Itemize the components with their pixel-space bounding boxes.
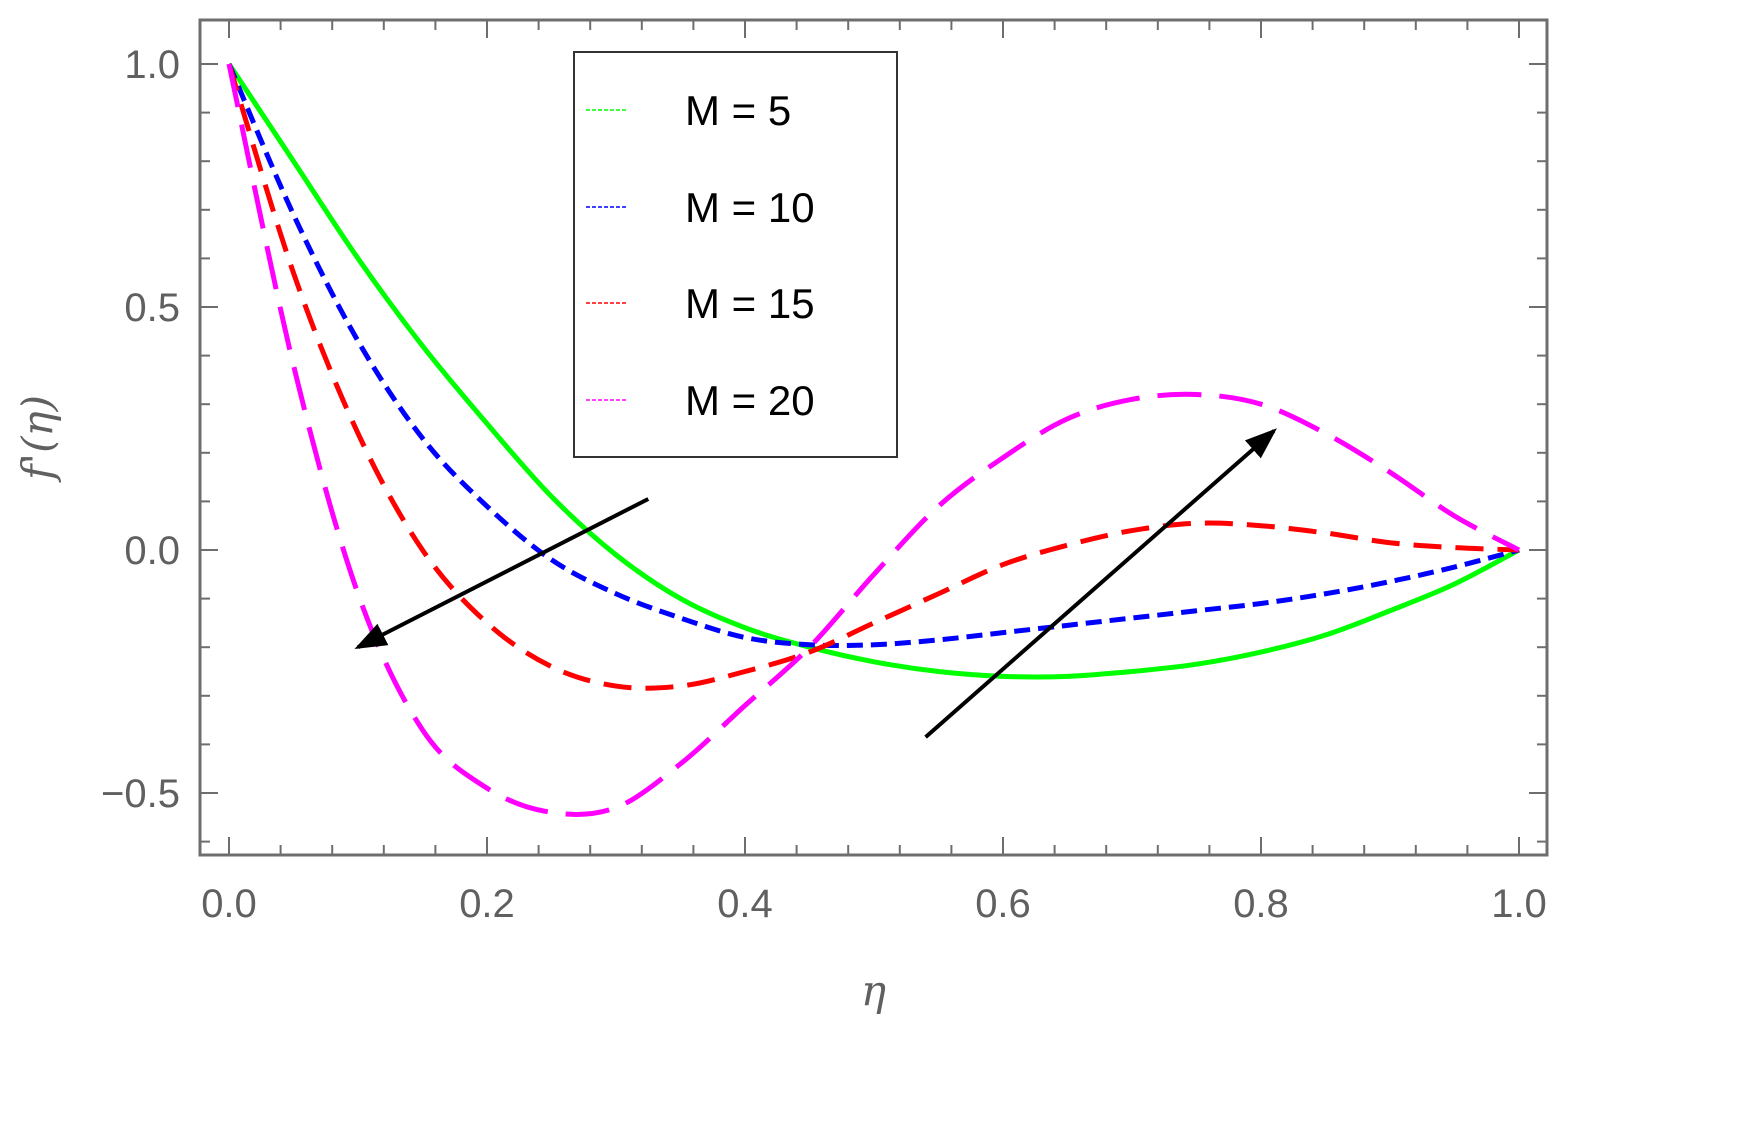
legend-label-m10: M = 10 xyxy=(685,184,815,231)
x-tick-label: 0.2 xyxy=(459,882,515,926)
plot-frame xyxy=(198,18,1549,857)
series-line-m20 xyxy=(226,63,1521,817)
x-axis-title: η xyxy=(861,966,886,1015)
trend-arrow-up xyxy=(924,428,1277,739)
legend: M = 5 M = 10 M = 15 M = 20 xyxy=(573,51,898,458)
trend-arrow-down xyxy=(354,497,650,650)
x-tick-label: 0.6 xyxy=(975,882,1031,926)
legend-label-m5: M = 5 xyxy=(685,87,791,134)
legend-label-m15: M = 15 xyxy=(685,280,815,327)
series-line-m5 xyxy=(226,62,1521,680)
series-line-m15 xyxy=(226,63,1520,691)
y-tick-label: 0.0 xyxy=(124,529,180,573)
annotation-layer xyxy=(354,428,1277,739)
x-tick-label: 0.4 xyxy=(717,882,773,926)
series-layer xyxy=(226,62,1521,817)
y-tick-label: 1.0 xyxy=(124,43,180,87)
x-tick-label: 0.0 xyxy=(201,882,257,926)
legend-box xyxy=(573,51,898,458)
y-tick-label: −0.5 xyxy=(101,772,180,816)
y-axis-title: f'(η) xyxy=(13,395,62,483)
tick-labels-layer: 0.0 0.2 0.4 0.6 0.8 1.0 −0.5 0.0 0.5 1.0 xyxy=(101,43,1547,926)
series-line-m10 xyxy=(226,63,1520,649)
x-tick-label: 1.0 xyxy=(1491,882,1547,926)
y-tick-label: 0.5 xyxy=(124,286,180,330)
x-tick-label: 0.8 xyxy=(1233,882,1289,926)
ticks-layer xyxy=(200,20,1547,855)
legend-label-m20: M = 20 xyxy=(685,377,815,424)
